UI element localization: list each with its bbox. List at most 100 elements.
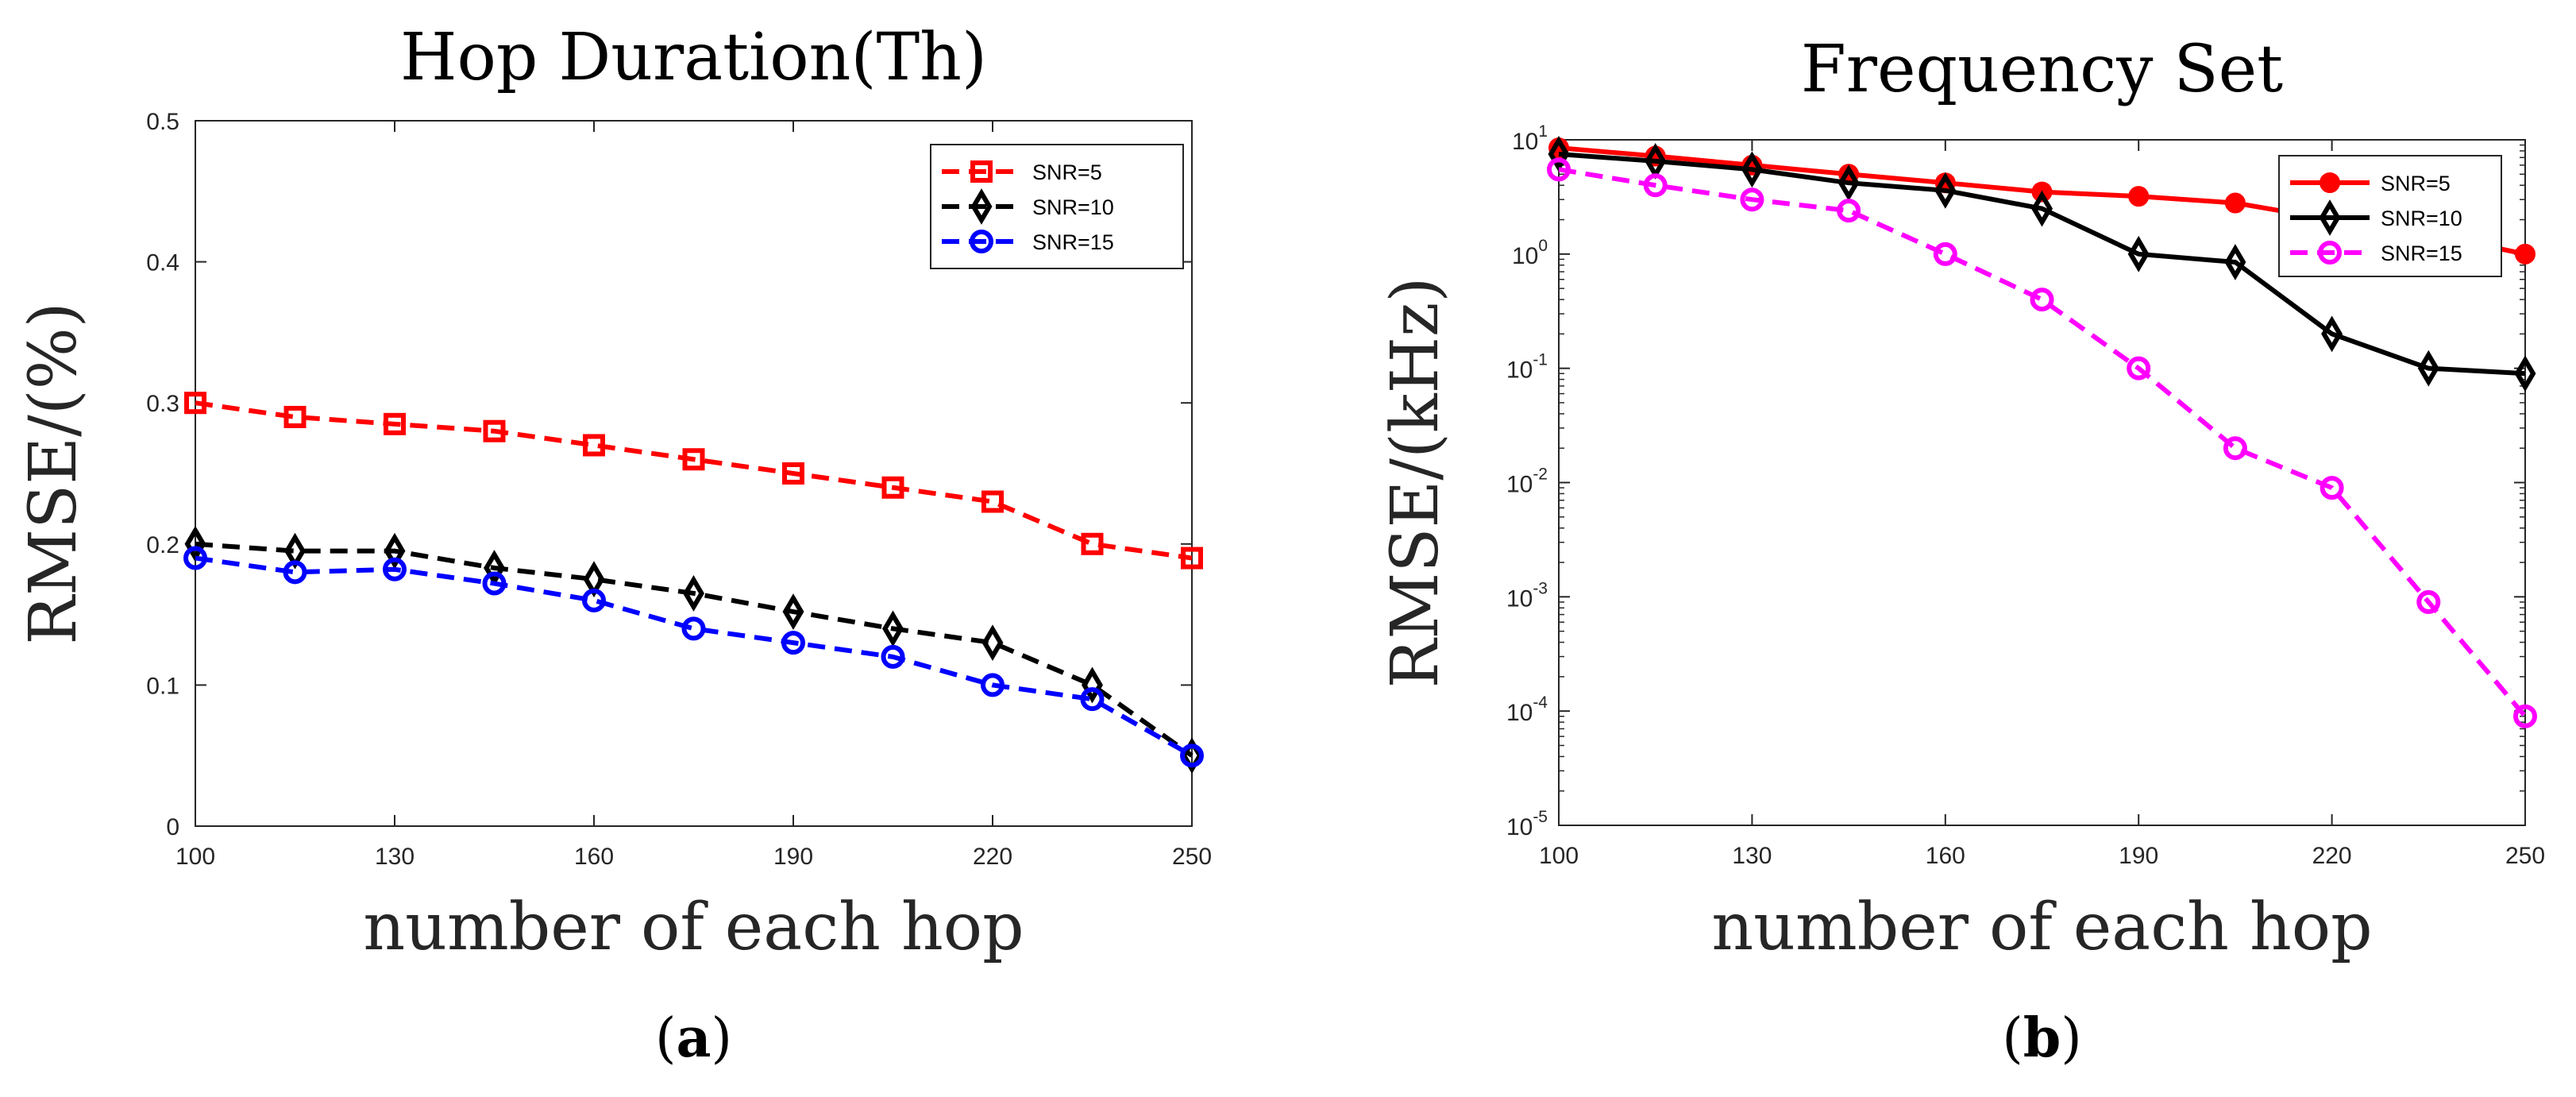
x-tick-label: 100 bbox=[175, 844, 215, 870]
legend-marker bbox=[2320, 172, 2340, 193]
data-point bbox=[1081, 532, 1104, 555]
legend-label: SNR=10 bbox=[2381, 207, 2462, 230]
series-line bbox=[195, 400, 1193, 561]
data-point bbox=[1837, 199, 1861, 223]
x-tick-label: 250 bbox=[2505, 843, 2545, 869]
x-tick-label: 250 bbox=[1172, 844, 1212, 870]
legend-label: SNR=5 bbox=[2381, 172, 2451, 195]
legend-marker bbox=[970, 230, 993, 253]
data-point bbox=[2514, 355, 2536, 392]
x-tick-label: 190 bbox=[773, 844, 813, 870]
x-tick-label: 220 bbox=[973, 844, 1012, 870]
data-point bbox=[782, 462, 804, 485]
data-point bbox=[2127, 356, 2151, 380]
y-tick-label: 100 bbox=[1512, 237, 1548, 269]
data-point bbox=[683, 575, 704, 612]
data-point bbox=[1933, 241, 1957, 266]
y-tick-base: 10 bbox=[1512, 129, 1538, 155]
x-tick-label: 220 bbox=[2312, 843, 2352, 869]
data-point bbox=[881, 644, 905, 669]
legend: SNR=5 SNR=10 SNR=15 bbox=[930, 144, 1184, 269]
data-point bbox=[1548, 136, 1570, 172]
legend-marker bbox=[2319, 199, 2341, 236]
x-axis-label: number of each hop bbox=[363, 890, 1024, 965]
y-tick-base: 10 bbox=[1506, 585, 1533, 612]
data-point bbox=[1934, 172, 1957, 209]
chart-panel-a: 100 130 160 190 220 25000.10.20.30.40.5SNR=5S… bbox=[16, 20, 1212, 1070]
data-point bbox=[184, 392, 206, 415]
chart-title: Hop Duration(Th) bbox=[400, 20, 987, 95]
panel-label-open: ( bbox=[655, 1007, 677, 1070]
series-line bbox=[195, 541, 1194, 758]
data-point bbox=[2127, 235, 2150, 272]
data-point bbox=[2417, 350, 2439, 387]
data-point bbox=[2513, 704, 2537, 728]
y-tick-base: 10 bbox=[1512, 243, 1538, 269]
series-line bbox=[195, 555, 1194, 758]
series-snr-10 bbox=[1548, 136, 2536, 392]
x-tick-label: 160 bbox=[574, 844, 614, 870]
x-tick-label: 160 bbox=[1926, 843, 1965, 869]
y-axis-label: RMSE/(kHz) bbox=[1378, 277, 1453, 689]
data-point bbox=[2031, 190, 2053, 227]
chart-panel-b: 100 130 160 190 220 25010-510-410-310-210-110… bbox=[1378, 32, 2545, 1070]
data-point bbox=[981, 673, 1005, 697]
data-point bbox=[681, 616, 706, 641]
y-tick-label: 0.5 bbox=[146, 109, 179, 135]
chart-title: Frequency Set bbox=[1801, 32, 2283, 107]
data-point bbox=[1181, 547, 1203, 570]
legend-label: SNR=15 bbox=[2381, 241, 2462, 265]
series-line bbox=[1558, 151, 2526, 377]
data-point bbox=[482, 571, 507, 596]
data-point bbox=[1547, 157, 1571, 182]
data-point bbox=[184, 525, 206, 562]
data-point bbox=[583, 434, 605, 457]
panel-label-letter: b bbox=[2023, 1006, 2061, 1070]
legend-label: SNR=10 bbox=[1032, 195, 1114, 219]
series-line bbox=[1558, 167, 2528, 718]
y-tick-exponent: 0 bbox=[1538, 237, 1548, 255]
data-point bbox=[1643, 173, 1668, 198]
data-point bbox=[1741, 151, 1763, 188]
y-tick-base: 10 bbox=[1506, 472, 1533, 498]
y-tick-exponent: 1 bbox=[1538, 122, 1548, 141]
y-tick-base: 10 bbox=[1506, 357, 1533, 384]
data-point bbox=[2515, 243, 2536, 265]
y-tick-label: 10-3 bbox=[1506, 579, 1548, 612]
data-point bbox=[582, 588, 606, 612]
y-tick-base: 10 bbox=[1506, 700, 1533, 726]
data-point bbox=[1080, 687, 1105, 712]
data-point bbox=[781, 631, 805, 655]
data-point bbox=[881, 476, 904, 499]
data-point bbox=[1740, 187, 1764, 212]
x-tick-label: 100 bbox=[1539, 843, 1579, 869]
panel-label-close: ) bbox=[711, 1007, 733, 1070]
y-tick-label: 10-4 bbox=[1506, 693, 1548, 726]
legend-label: SNR=5 bbox=[1032, 160, 1102, 184]
legend-marker bbox=[970, 160, 993, 183]
legend: SNR=5 SNR=10 SNR=15 bbox=[2278, 155, 2502, 277]
data-point bbox=[1181, 737, 1203, 774]
y-tick-label: 0.4 bbox=[146, 250, 179, 276]
data-point bbox=[384, 532, 406, 570]
data-point bbox=[782, 593, 804, 630]
x-tick-label: 130 bbox=[375, 844, 415, 870]
data-point bbox=[2128, 186, 2150, 207]
data-point bbox=[2321, 315, 2343, 353]
x-axis-label: number of each hop bbox=[1711, 890, 2372, 965]
data-point bbox=[383, 557, 407, 581]
y-tick-exponent: -1 bbox=[1533, 351, 1548, 369]
series-snr-15 bbox=[1547, 157, 2537, 728]
data-point bbox=[882, 610, 904, 647]
legend-marker bbox=[970, 188, 993, 225]
legend-label: SNR=15 bbox=[1032, 230, 1114, 254]
data-point bbox=[1180, 744, 1204, 768]
panel-label-open: ( bbox=[2002, 1007, 2023, 1070]
data-point bbox=[2224, 244, 2246, 280]
y-tick-label: 10-5 bbox=[1506, 808, 1548, 840]
y-tick-label: 10-1 bbox=[1506, 351, 1548, 384]
y-tick-exponent: -2 bbox=[1533, 465, 1548, 484]
data-point bbox=[384, 412, 406, 435]
